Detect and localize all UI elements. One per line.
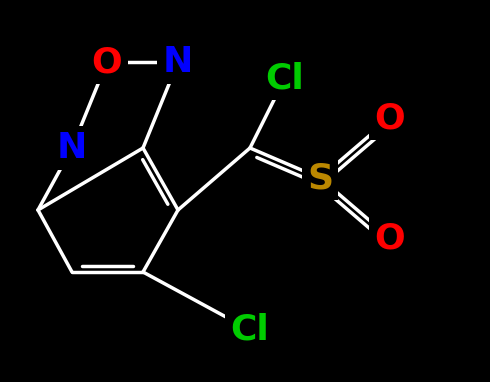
Text: N: N	[163, 45, 193, 79]
Text: O: O	[375, 101, 405, 135]
Text: S: S	[307, 161, 333, 195]
Text: N: N	[57, 131, 87, 165]
Text: O: O	[375, 221, 405, 255]
Text: O: O	[92, 45, 122, 79]
Text: Cl: Cl	[231, 313, 270, 347]
Text: Cl: Cl	[266, 61, 304, 95]
